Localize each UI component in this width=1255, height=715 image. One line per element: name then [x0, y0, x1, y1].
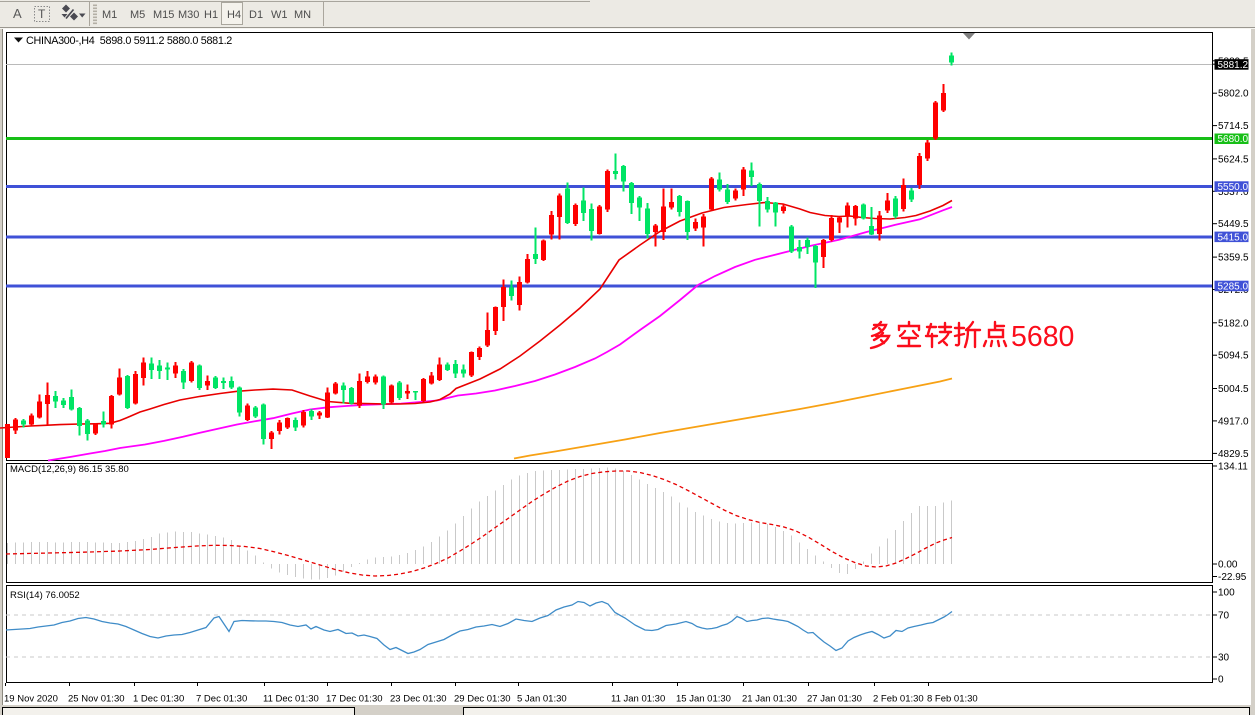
svg-text:A: A [13, 6, 22, 21]
svg-text:2 Feb 01:30: 2 Feb 01:30 [873, 694, 924, 705]
svg-text:RSI(14) 76.0052: RSI(14) 76.0052 [10, 590, 80, 601]
svg-text:5285.0: 5285.0 [1218, 281, 1249, 292]
svg-text:27 Jan 01:30: 27 Jan 01:30 [807, 694, 862, 705]
svg-text:M5: M5 [130, 9, 145, 21]
svg-text:8 Feb 01:30: 8 Feb 01:30 [927, 694, 978, 705]
svg-text:29 Dec 01:30: 29 Dec 01:30 [454, 694, 511, 705]
svg-text:H4: H4 [227, 9, 241, 21]
svg-text:M1: M1 [102, 9, 117, 21]
svg-text:11 Dec 01:30: 11 Dec 01:30 [263, 694, 319, 705]
svg-text:5802.0: 5802.0 [1218, 89, 1249, 100]
svg-text:100: 100 [1218, 588, 1235, 599]
svg-text:MN: MN [294, 9, 311, 21]
svg-text:M30: M30 [178, 9, 199, 21]
svg-text:-22.95: -22.95 [1218, 572, 1247, 583]
svg-text:M15: M15 [153, 9, 174, 21]
svg-text:134.11: 134.11 [1218, 462, 1248, 473]
svg-text:7 Dec 01:30: 7 Dec 01:30 [196, 694, 247, 705]
svg-text:17 Dec 01:30: 17 Dec 01:30 [326, 694, 383, 705]
svg-text:H1: H1 [204, 9, 218, 21]
svg-text:23 Dec 01:30: 23 Dec 01:30 [390, 694, 447, 705]
svg-text:15 Jan 01:30: 15 Jan 01:30 [676, 694, 731, 705]
svg-text:5359.5: 5359.5 [1218, 253, 1249, 264]
svg-text:5624.5: 5624.5 [1218, 154, 1249, 165]
svg-text:1 Dec 01:30: 1 Dec 01:30 [133, 694, 184, 705]
svg-text:5094.5: 5094.5 [1218, 351, 1249, 362]
svg-text:30: 30 [1218, 653, 1230, 664]
svg-text:MACD(12,26,9) 86.15 35.80: MACD(12,26,9) 86.15 35.80 [10, 464, 129, 475]
svg-text:5881.2: 5881.2 [1218, 60, 1249, 71]
svg-text:0.00: 0.00 [1218, 560, 1238, 571]
svg-text:4917.0: 4917.0 [1218, 416, 1249, 427]
svg-text:21 Jan 01:30: 21 Jan 01:30 [742, 694, 797, 705]
svg-text:70: 70 [1218, 611, 1230, 622]
svg-text:CHINA300-,H4 5898.0 5911.2 58: CHINA300-,H4 5898.0 5911.2 5880.0 5881.2 [26, 35, 232, 47]
svg-text:T: T [38, 7, 46, 21]
svg-text:5714.5: 5714.5 [1218, 121, 1249, 132]
svg-text:5415.0: 5415.0 [1218, 232, 1249, 243]
svg-text:0: 0 [1218, 675, 1224, 686]
svg-text:5004.5: 5004.5 [1218, 384, 1249, 395]
svg-text:5537.0: 5537.0 [1218, 187, 1249, 198]
svg-text:5680.0: 5680.0 [1218, 134, 1249, 145]
svg-text:5550.0: 5550.0 [1218, 182, 1249, 193]
svg-text:19 Nov 2020: 19 Nov 2020 [4, 694, 58, 705]
svg-text:D1: D1 [249, 9, 263, 21]
svg-text:11 Jan 01:30: 11 Jan 01:30 [611, 694, 665, 705]
svg-text:5 Jan 01:30: 5 Jan 01:30 [517, 694, 567, 705]
svg-text:4829.5: 4829.5 [1218, 449, 1249, 460]
svg-text:5449.5: 5449.5 [1218, 219, 1249, 230]
svg-text:5680: 5680 [1011, 321, 1074, 353]
svg-text:25 Nov 01:30: 25 Nov 01:30 [68, 694, 125, 705]
svg-text:5182.0: 5182.0 [1218, 318, 1249, 329]
svg-text:W1: W1 [271, 9, 288, 21]
